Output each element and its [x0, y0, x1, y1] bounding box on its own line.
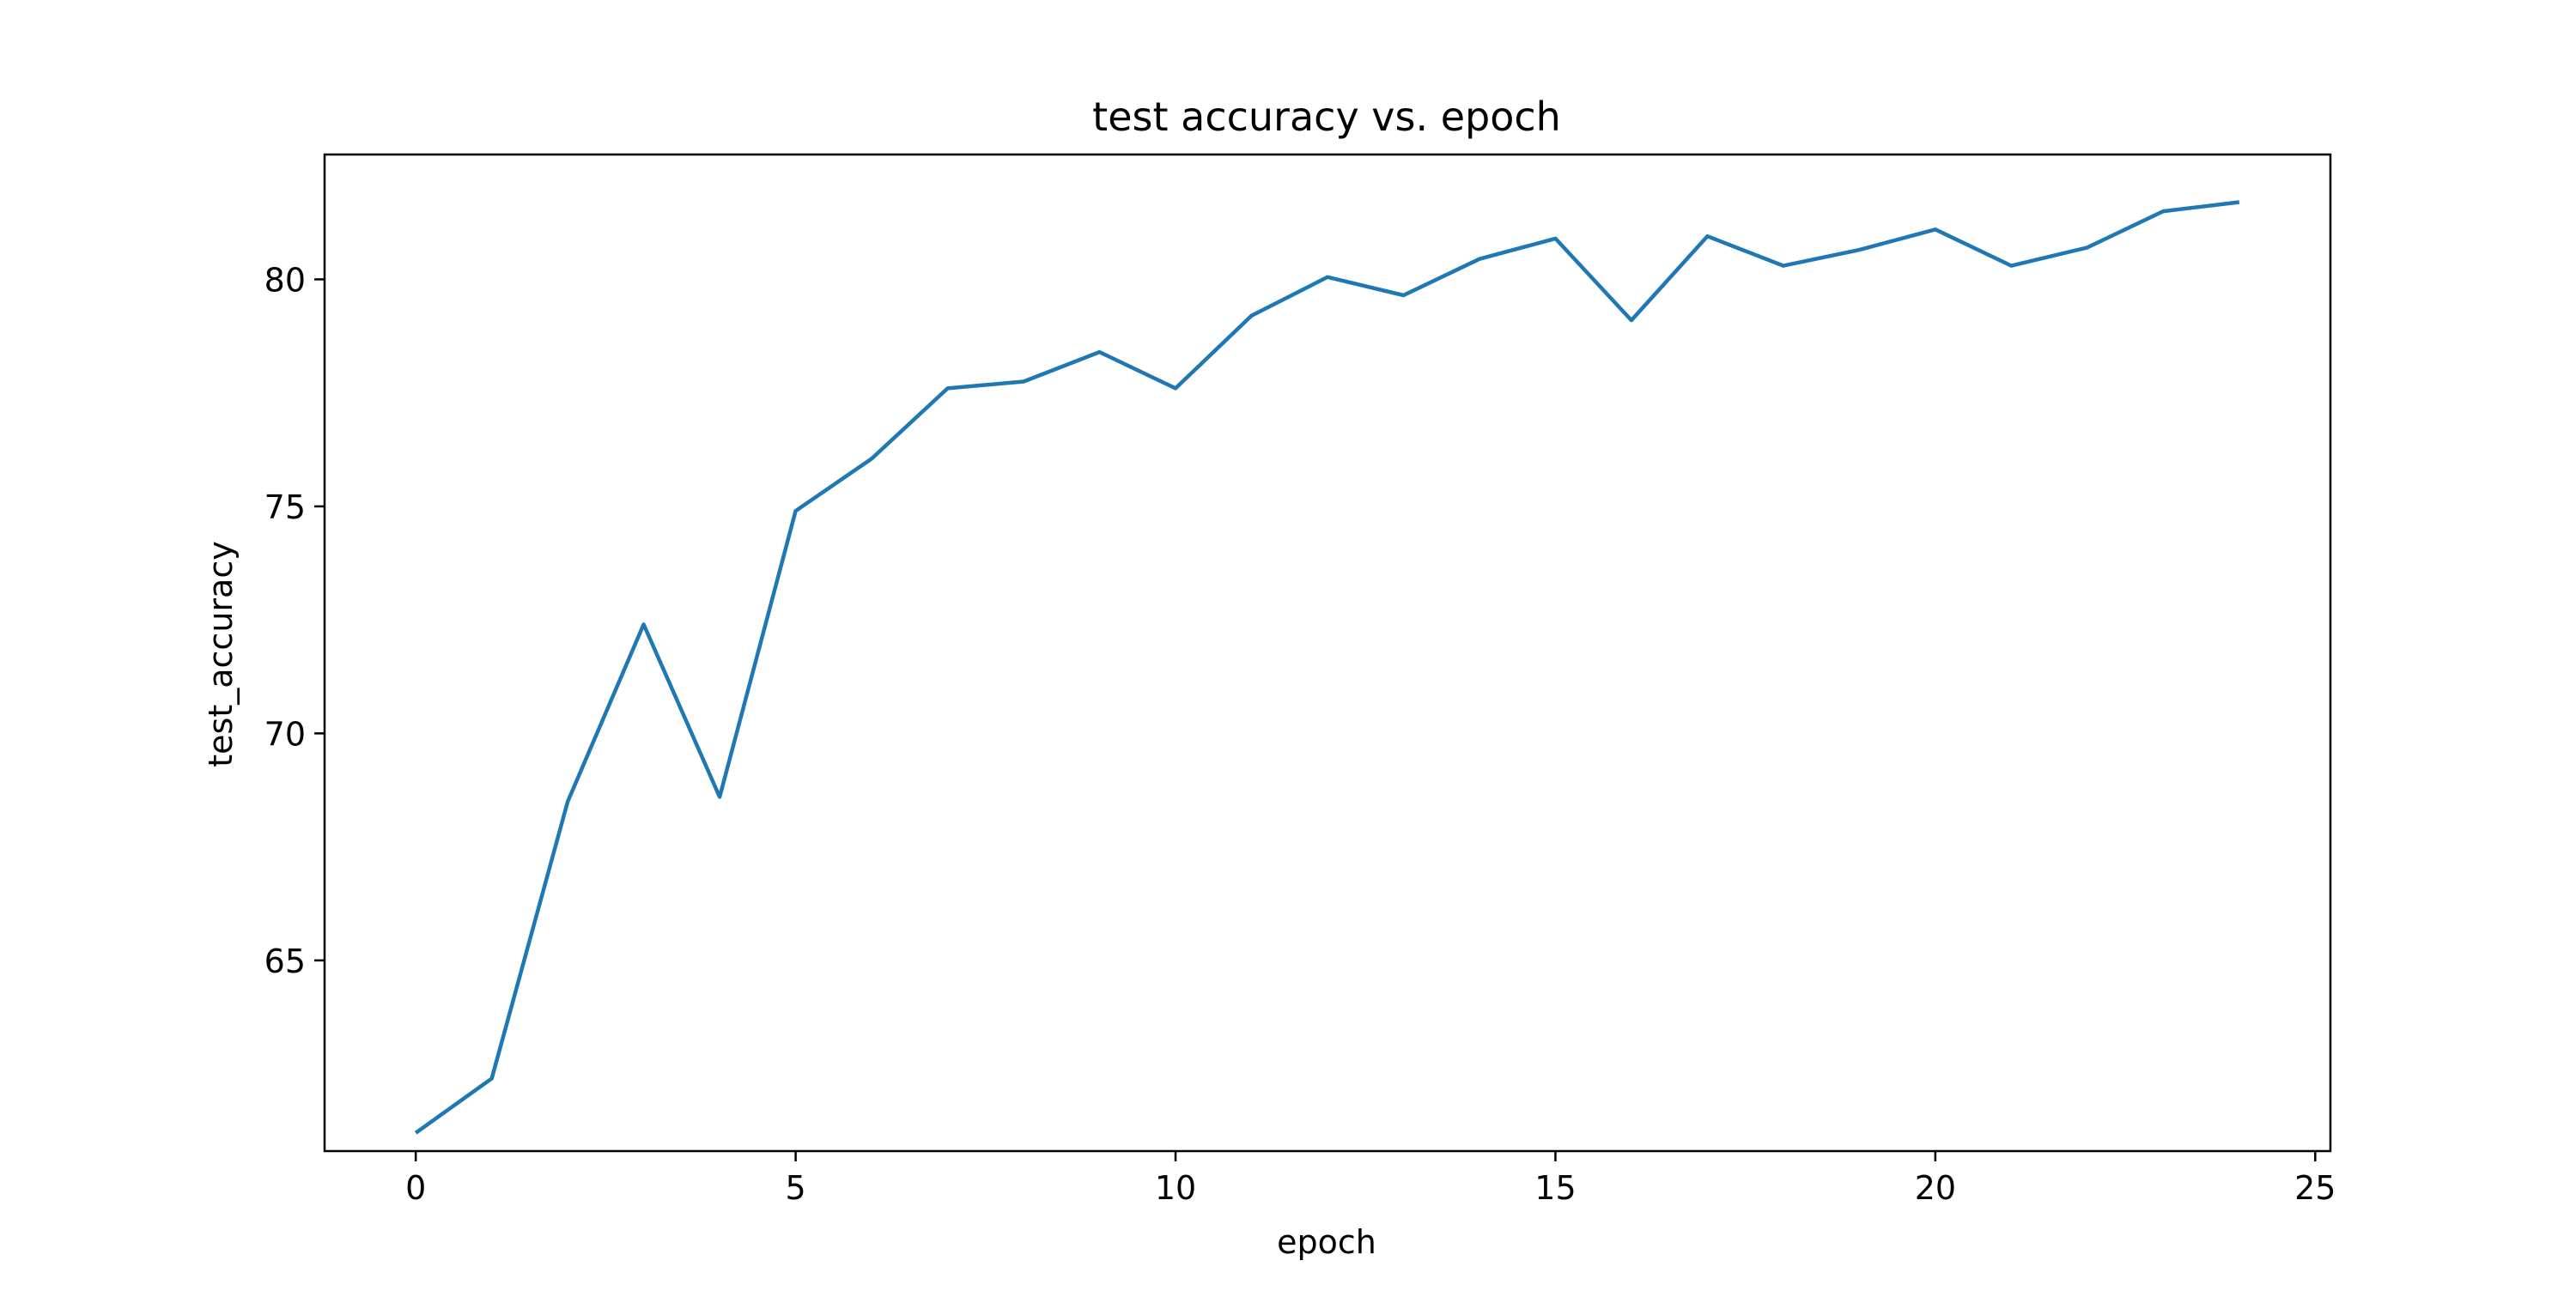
- x-tick-label: 5: [786, 1169, 806, 1207]
- y-tick-label: 65: [264, 942, 306, 980]
- x-tick-label: 10: [1155, 1169, 1196, 1207]
- plot-area: [414, 200, 2240, 1135]
- x-axis: 0 5 10 15 20 25: [405, 1151, 2336, 1207]
- y-tick-label: 75: [264, 488, 306, 526]
- x-tick-label: 15: [1534, 1169, 1576, 1207]
- x-tick-label: 0: [405, 1169, 426, 1207]
- y-axis-label: test_accuracy: [202, 541, 240, 767]
- chart-title: test accuracy vs. epoch: [1092, 94, 1561, 140]
- axes-frame: [323, 153, 2332, 1153]
- series-line-0: [414, 200, 2240, 1135]
- x-tick-label: 25: [2294, 1169, 2336, 1207]
- y-axis: 65 70 75 80: [264, 261, 325, 980]
- y-tick-label: 80: [264, 261, 306, 299]
- x-tick-label: 20: [1915, 1169, 1956, 1207]
- y-tick-label: 70: [264, 715, 306, 753]
- x-axis-label: epoch: [1277, 1223, 1376, 1261]
